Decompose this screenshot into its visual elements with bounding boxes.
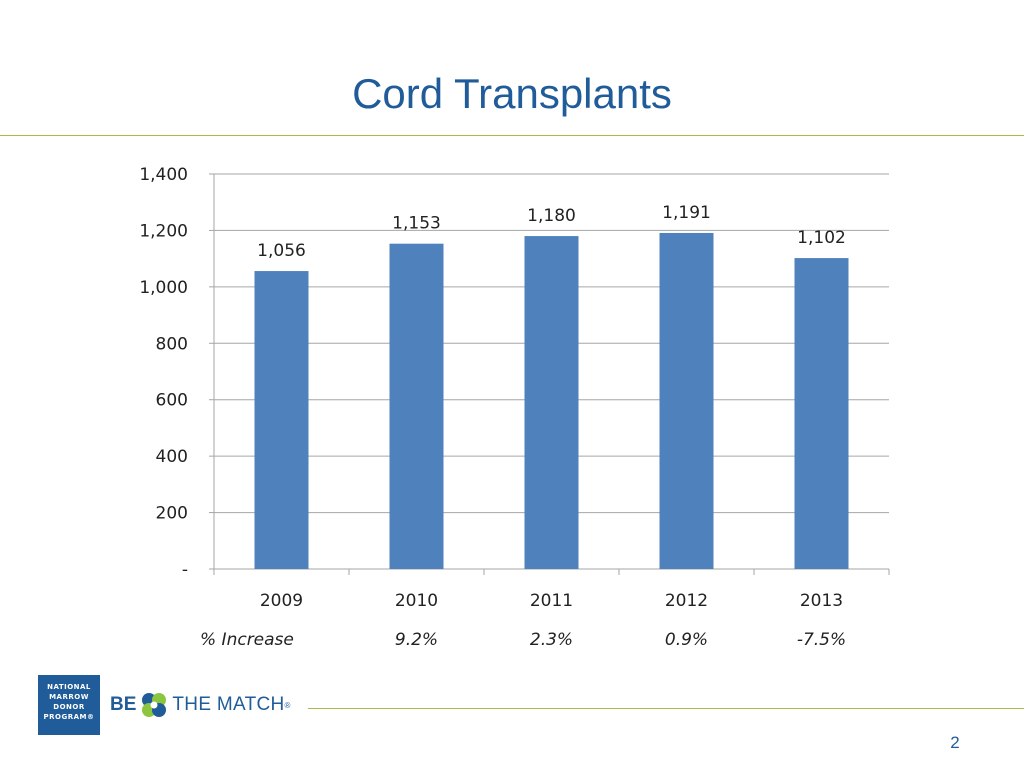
x-tick-label: 2010: [395, 591, 438, 611]
pct-increase-value: 2.3%: [530, 630, 573, 650]
logo-registered-mark: ®: [284, 700, 291, 710]
slide-title: Cord Transplants: [352, 70, 672, 117]
nmdp-logo-line: PROGRAM®: [43, 713, 95, 721]
x-tick-label: 2013: [800, 591, 843, 611]
pct-increase-value: -7.5%: [797, 630, 846, 650]
pct-increase-value: 0.9%: [665, 630, 708, 650]
x-tick-label: 2009: [260, 591, 303, 611]
data-label: 1,153: [392, 214, 441, 234]
y-tick-label: 1,200: [139, 221, 188, 241]
bar: [524, 236, 579, 570]
nmdp-logo-line: MARROW: [49, 693, 89, 701]
nmdp-logo-line: NATIONAL: [47, 683, 91, 691]
y-tick-label: 400: [156, 447, 188, 467]
nmdp-logo-line: DONOR: [53, 703, 85, 711]
logo-be-text: BE: [110, 694, 137, 715]
x-tick-label: 2011: [530, 591, 573, 611]
be-the-match-logo: BE THE MATCH ®: [110, 688, 290, 722]
bar-chart: - 200 400 600 800 1,000 1,200 1,400 1,056 2009 1,1…: [139, 165, 890, 650]
data-label: 1,102: [797, 228, 846, 248]
page-number: 2: [950, 733, 960, 752]
data-label: 1,191: [662, 203, 711, 223]
x-tick-label: 2012: [665, 591, 708, 611]
labels: - 200 400 600 800 1,000 1,200 1,400 1,056 2009 1,1…: [139, 165, 846, 650]
bar: [389, 243, 444, 570]
footer-divider: [308, 708, 1024, 709]
bar: [794, 258, 849, 569]
bar: [659, 232, 714, 570]
y-tick-label: 800: [156, 334, 188, 354]
y-tick-label: 1,400: [139, 165, 188, 185]
y-tick-label: 600: [156, 391, 188, 411]
pct-increase-label: % Increase: [200, 630, 294, 650]
bar: [254, 271, 309, 569]
bars: [254, 232, 849, 570]
logo-the-match-text: THE MATCH: [172, 694, 285, 715]
data-label: 1,180: [527, 206, 576, 226]
y-tick-label: 200: [156, 504, 188, 524]
y-tick-label: 1,000: [139, 278, 188, 298]
pct-increase-value: 9.2%: [395, 630, 438, 650]
y-tick-label: -: [182, 560, 188, 580]
data-label: 1,056: [257, 241, 306, 261]
title-divider: [0, 135, 1024, 136]
nmdp-logo: NATIONAL MARROW DONOR PROGRAM®: [38, 675, 100, 735]
match-mark-icon: [142, 693, 167, 717]
